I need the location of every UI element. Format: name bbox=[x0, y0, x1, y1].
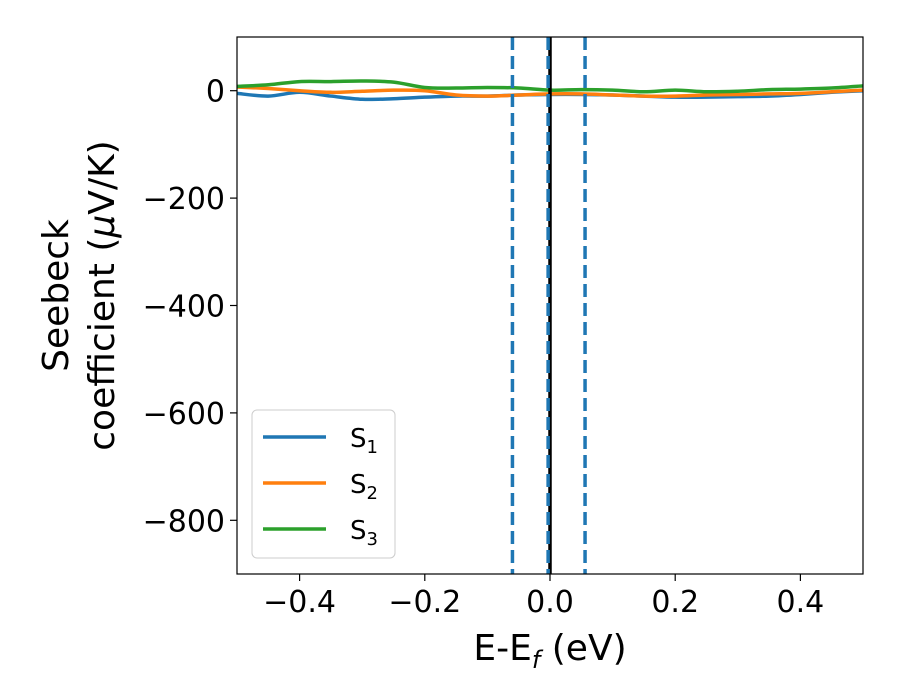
y-tick-label: −800 bbox=[143, 504, 225, 539]
svg-text:coefficient (μV/K): coefficient (μV/K) bbox=[82, 140, 123, 450]
x-tick-label: 0.4 bbox=[777, 585, 825, 620]
x-axis-label: E-Ef (eV) bbox=[473, 628, 626, 674]
y-tick-label: −400 bbox=[143, 290, 225, 325]
svg-text:Seebeck: Seebeck bbox=[36, 219, 77, 372]
y-tick-label: −600 bbox=[143, 397, 225, 432]
plot-area bbox=[237, 37, 863, 574]
legend: S1 S2 S3 bbox=[251, 409, 396, 559]
x-tick-label: −0.2 bbox=[388, 585, 461, 620]
y-tick-label: −200 bbox=[143, 182, 225, 217]
legend-label-s1: S1 bbox=[350, 424, 378, 458]
x-tick-label: 0.0 bbox=[526, 585, 574, 620]
y-tick-label: 0 bbox=[206, 75, 225, 110]
legend-label-s2: S2 bbox=[350, 470, 378, 504]
axis-ticks: −0.4 −0.2 0.0 0.2 0.4 0 −200 −400 −600 −800 bbox=[143, 75, 825, 620]
y-axis-label: Seebeck coefficient (μV/K) bbox=[36, 140, 123, 450]
x-tick-label: 0.2 bbox=[651, 585, 699, 620]
legend-label-s3: S3 bbox=[350, 516, 378, 550]
x-tick-label: −0.4 bbox=[263, 585, 336, 620]
